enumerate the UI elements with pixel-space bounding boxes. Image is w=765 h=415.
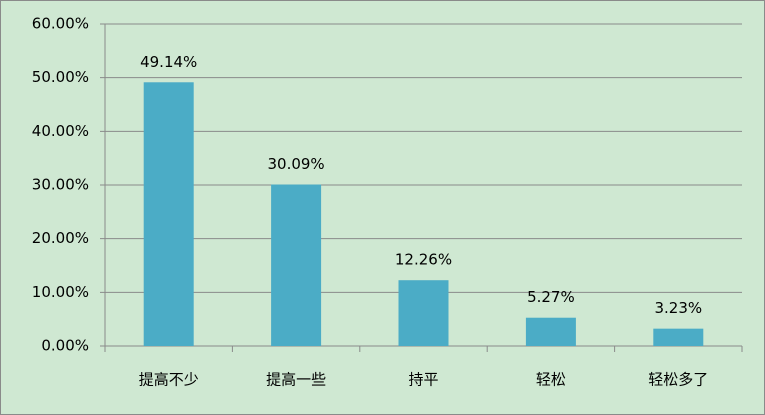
bar — [143, 82, 194, 347]
bar — [398, 280, 449, 346]
y-tick-label: 40.00% — [32, 122, 89, 140]
data-label: 3.23% — [654, 299, 702, 317]
y-tick-label: 60.00% — [32, 15, 89, 33]
x-tick-label: 提高一些 — [266, 371, 326, 389]
x-tick-label: 轻松 — [536, 371, 566, 389]
data-label: 30.09% — [267, 155, 324, 173]
y-tick-label: 10.00% — [32, 283, 89, 301]
y-tick-label: 0.00% — [41, 337, 89, 355]
bar — [525, 317, 576, 346]
x-tick-label: 持平 — [408, 371, 438, 389]
x-tick-label: 提高不少 — [139, 371, 199, 389]
y-tick-label: 30.00% — [32, 176, 89, 194]
bar — [653, 328, 704, 346]
data-label: 12.26% — [395, 251, 452, 269]
bar — [271, 184, 322, 346]
x-tick-label: 轻松多了 — [648, 371, 708, 389]
y-tick-label: 50.00% — [32, 68, 89, 86]
y-tick-label: 20.00% — [32, 229, 89, 247]
data-label: 49.14% — [140, 53, 197, 71]
data-label: 5.27% — [527, 288, 575, 306]
